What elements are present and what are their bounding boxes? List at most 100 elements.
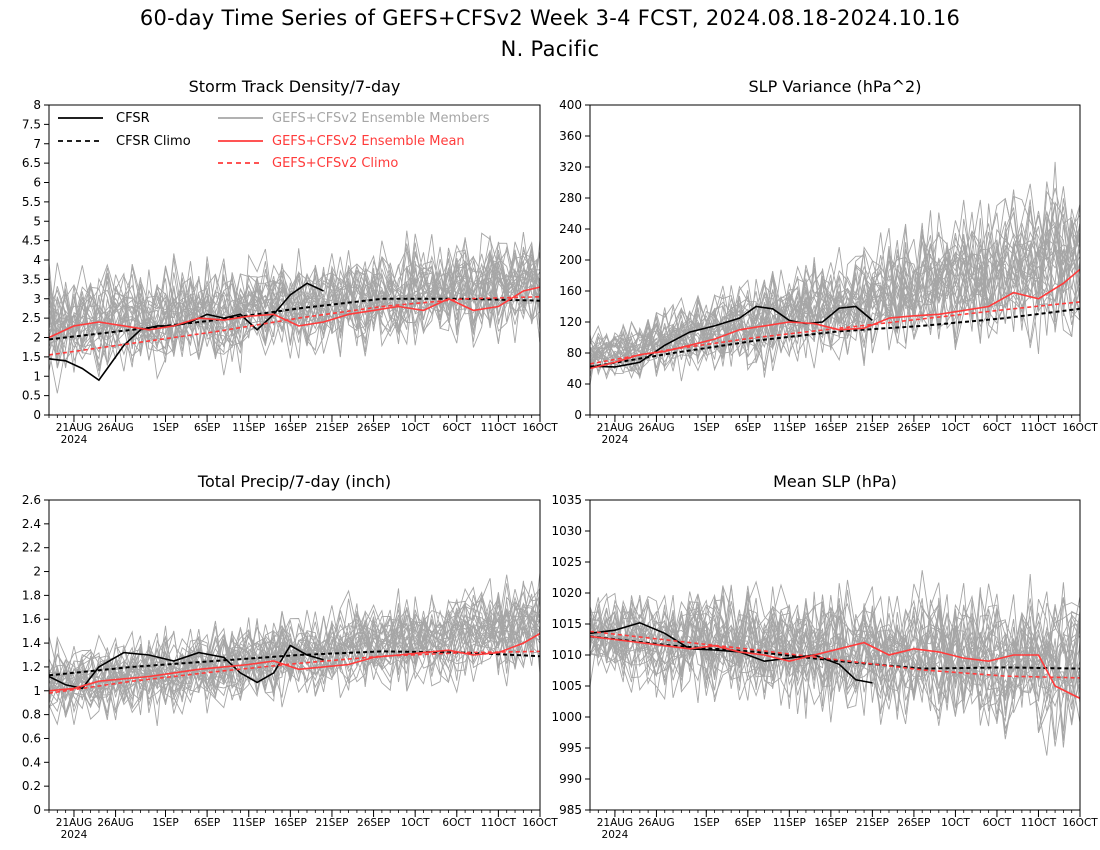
ensemble-member-line: [48, 245, 541, 380]
x-tick-label: 6OCT: [983, 817, 1012, 829]
ensemble-member-line: [48, 232, 541, 363]
y-tick-label: 0.6: [22, 731, 41, 745]
y-tick-label: 995: [559, 741, 582, 755]
x-tick-label: 16SEP: [274, 422, 307, 434]
y-tick-label: 8: [33, 98, 41, 112]
panel-title: SLP Variance (hPa^2): [749, 77, 922, 96]
x-tick-label: 1SEP: [693, 422, 719, 434]
ensemble-member-line: [589, 241, 1081, 376]
ensemble-member-line: [48, 230, 541, 394]
x-tick-label: 26SEP: [897, 817, 930, 829]
x-tick-label: 11OCT: [1021, 422, 1057, 434]
ensemble-member-line: [48, 241, 541, 368]
x-tick-label: 16SEP: [814, 422, 847, 434]
x-tick-label: 6SEP: [194, 422, 220, 434]
legend-label-ens-climo: GEFS+CFSv2 Climo: [272, 156, 398, 171]
y-tick-label: 3.5: [22, 272, 41, 286]
x-tick-label: 11OCT: [481, 817, 517, 829]
y-tick-label: 200: [559, 253, 582, 267]
ensemble-member-line: [48, 252, 541, 376]
x-tick-label: 16SEP: [274, 817, 307, 829]
y-tick-label: 160: [559, 284, 582, 298]
ensemble-member-line: [589, 582, 1081, 711]
x-tick-label: 26AUG: [97, 422, 133, 434]
y-tick-label: 4.5: [22, 234, 41, 248]
x-tick-label: 21AUG: [597, 422, 633, 434]
y-tick-label: 1035: [551, 493, 582, 507]
y-tick-label: 2.5: [22, 311, 41, 325]
ensemble-member-line: [48, 238, 541, 362]
ensemble-member-line: [48, 248, 541, 352]
y-tick-label: 3: [33, 292, 41, 306]
y-tick-label: 1: [33, 369, 41, 383]
series-line-cfsr-climo: [589, 635, 1081, 670]
ensemble-member-line: [48, 574, 541, 711]
x-year-label: 2024: [602, 434, 629, 446]
y-tick-label: 0.2: [22, 779, 41, 793]
x-tick-label: 6OCT: [442, 817, 471, 829]
ensemble-member-line: [48, 267, 541, 377]
x-axis: 21AUG 26AUG 1SEP 6SEP 11SEP 16SEP 21SEP 26SEP 1O…: [48, 415, 558, 446]
ensemble-member-line: [48, 246, 541, 374]
y-tick-label: 0: [574, 408, 582, 422]
x-tick-label: 11SEP: [773, 422, 806, 434]
ensemble-member-line: [48, 244, 541, 363]
ensemble-member-line: [48, 596, 541, 720]
x-tick-label: 11OCT: [1021, 817, 1057, 829]
ensemble-members: [48, 572, 541, 726]
series-line-gefs-cfsv2-ensemble-mean: [48, 286, 541, 339]
y-tick-label: 6.5: [22, 156, 41, 170]
legend-label-cfsr-climo: CFSR Climo: [116, 134, 191, 149]
x-axis: 21AUG 26AUG 1SEP 6SEP 11SEP 16SEP 21SEP 26SEP 1O…: [589, 415, 1098, 446]
series-line-gefs-cfsv2-climo: [48, 650, 541, 694]
ensemble-member-line: [589, 580, 1081, 756]
chart-panel-1: Storm Track Density/7-day 0 0.5 1 1.5 2 2.5 3 3.…: [22, 77, 558, 446]
ensemble-member-line: [589, 593, 1081, 723]
y-tick-label: 2.6: [22, 493, 41, 507]
y-tick-label: 0: [33, 803, 41, 817]
ensemble-member-line: [589, 204, 1081, 365]
ensemble-members: [589, 161, 1081, 385]
ensemble-member-line: [48, 592, 541, 716]
series-line-cfsr: [48, 644, 324, 690]
panel-title: Total Precip/7-day (inch): [197, 472, 391, 491]
x-tick-label: 11SEP: [232, 422, 265, 434]
chart-panels: Storm Track Density/7-day 0 0.5 1 1.5 2 2.5 3 3.…: [22, 77, 1098, 841]
y-axis: 0 40 80 120 160 200 240 280 320 360 400: [559, 98, 590, 422]
y-axis: 0 0.5 1 1.5 2 2.5 3 3.5 4 4.5 5 5.5 6 6.5 7 7.5 8: [22, 98, 49, 422]
y-tick-label: 7.5: [22, 117, 41, 131]
y-tick-label: 4: [33, 253, 41, 267]
x-year-label: 2024: [61, 434, 88, 446]
chart-panel-3: Total Precip/7-day (inch)00.20.40.60.811…: [22, 472, 558, 841]
chart-panel-2: SLP Variance (hPa^2) 0 40 80 120 160 200 240 280…: [559, 77, 1098, 446]
y-tick-label: 0.5: [22, 389, 41, 403]
y-tick-label: 1.4: [22, 636, 41, 650]
x-tick-label: 26SEP: [357, 817, 390, 829]
series-line-gefs-cfsv2-ensemble-mean: [48, 632, 541, 692]
x-axis: 21AUG 26AUG 1SEP 6SEP 11SEP 16SEP 21SEP 26SEP 1O…: [48, 810, 558, 841]
y-tick-label: 2.4: [22, 517, 41, 531]
y-tick-label: 40: [567, 377, 582, 391]
y-tick-label: 400: [559, 98, 582, 112]
y-tick-label: 0.8: [22, 708, 41, 722]
ensemble-member-line: [48, 603, 541, 717]
ensemble-member-line: [48, 600, 541, 690]
y-tick-label: 7: [33, 137, 41, 151]
y-tick-label: 985: [559, 803, 582, 817]
x-tick-label: 6SEP: [735, 817, 761, 829]
x-year-label: 2024: [602, 829, 629, 841]
y-tick-label: 1010: [551, 648, 582, 662]
x-tick-label: 21SEP: [856, 817, 889, 829]
x-tick-label: 11SEP: [773, 817, 806, 829]
y-tick-label: 1: [33, 684, 41, 698]
x-tick-label: 1SEP: [693, 817, 719, 829]
y-tick-label: 240: [559, 222, 582, 236]
series-line-gefs-cfsv2-climo: [48, 296, 541, 356]
x-tick-label: 21AUG: [56, 817, 92, 829]
ensemble-member-line: [589, 592, 1081, 708]
y-tick-label: 1025: [551, 555, 582, 569]
y-tick-label: 120: [559, 315, 582, 329]
y-axis: 0 0.2 0.4 0.6 0.8 1 1.2 1.4 1.6 1.8 2 2.2 2.4 2.6: [22, 493, 49, 817]
x-tick-label: 16OCT: [522, 422, 558, 434]
y-tick-label: 2: [33, 331, 41, 345]
